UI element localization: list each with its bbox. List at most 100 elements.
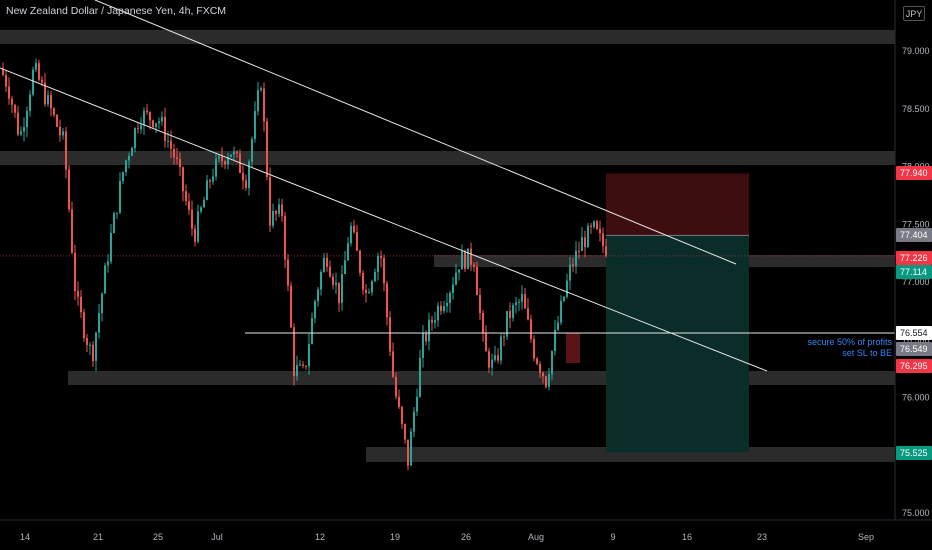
candle-body — [89, 344, 91, 346]
price-axis-label: 77.500 — [902, 219, 930, 229]
take-profit-box[interactable] — [606, 235, 749, 453]
candle-body — [584, 237, 586, 248]
price-tag-label: 77.114 — [900, 267, 927, 277]
currency-badge[interactable]: JPY — [903, 6, 925, 21]
candle-body — [545, 376, 547, 387]
candle-body — [77, 291, 79, 297]
candle-body — [308, 343, 310, 367]
candle-body — [113, 213, 115, 233]
candle-body — [560, 300, 562, 323]
candle-body — [500, 336, 502, 361]
candle-body — [101, 293, 103, 314]
candle-body — [416, 396, 418, 412]
candle-body — [155, 123, 157, 127]
candle-body — [434, 320, 436, 323]
candle-body — [128, 155, 130, 161]
candle-body — [167, 140, 169, 142]
candle-body — [527, 308, 529, 320]
candle-body — [215, 158, 217, 177]
candle-body — [452, 284, 454, 294]
candle-body — [119, 181, 121, 213]
candle-body — [11, 98, 13, 105]
candle-body — [83, 312, 85, 339]
candle-body — [548, 374, 550, 387]
candle-body — [533, 338, 535, 359]
candle-body — [455, 272, 457, 285]
candle-body — [587, 225, 589, 248]
price-tag — [896, 251, 932, 265]
candle-body — [446, 303, 448, 307]
candle-body — [419, 357, 421, 397]
candle-body — [443, 306, 445, 312]
position-boxes — [0, 173, 895, 453]
candle-body — [23, 127, 25, 132]
time-axis-label: 21 — [93, 532, 103, 542]
candle-body — [203, 199, 205, 208]
price-axis-label: 77.000 — [902, 277, 930, 287]
trend-line[interactable] — [0, 67, 768, 372]
candle-body — [479, 295, 481, 314]
trend-line[interactable] — [94, 0, 737, 265]
candle-body — [218, 156, 220, 159]
price-tag-label: 76.549 — [900, 344, 928, 354]
candle-body — [458, 269, 460, 273]
candle-body — [572, 264, 574, 267]
candle-body — [476, 266, 478, 296]
candle-body — [365, 289, 367, 293]
candle-body — [104, 265, 106, 294]
candle-body — [212, 176, 214, 182]
trend-lines[interactable] — [0, 0, 895, 372]
candle-body — [281, 204, 283, 217]
candle-body — [521, 294, 523, 302]
candle-body — [338, 282, 340, 303]
candle-body — [467, 248, 469, 269]
candle-body — [92, 344, 94, 361]
time-axis-label: Sep — [858, 532, 874, 542]
candle-body — [518, 301, 520, 303]
price-tag — [896, 166, 932, 180]
candle-body — [551, 351, 553, 375]
price-tag — [896, 265, 932, 279]
annotation-line-1: secure 50% of profits — [807, 337, 892, 347]
candle-body — [368, 292, 370, 294]
candle-body — [188, 201, 190, 210]
candle-body — [530, 319, 532, 339]
candle-body — [347, 243, 349, 261]
candle-body — [182, 167, 184, 192]
candle-body — [35, 63, 37, 70]
time-axis-label: Aug — [528, 532, 544, 542]
candle-body — [233, 151, 235, 155]
candle-body — [461, 251, 463, 270]
candle-body — [299, 364, 301, 366]
candle-body — [20, 131, 22, 135]
candle-body — [260, 88, 262, 91]
stop-loss-box[interactable] — [606, 173, 749, 236]
candle-body — [569, 264, 571, 281]
candle-body — [575, 250, 577, 267]
candle-body — [50, 94, 52, 109]
candle-body — [473, 264, 475, 267]
time-axis[interactable]: 14 21 25 Jul 12 19 26 Aug 9 16 23 Sep — [20, 532, 874, 542]
candle-body — [524, 294, 526, 309]
candle-body — [221, 156, 223, 162]
candle-body — [98, 313, 100, 333]
candle-body — [317, 289, 319, 302]
candle-body — [503, 336, 505, 338]
candle-body — [134, 128, 136, 149]
candle-body — [14, 104, 16, 113]
candle-body — [488, 351, 490, 368]
candle-body — [62, 131, 64, 136]
candle-body — [329, 266, 331, 277]
candle-body — [137, 128, 139, 130]
candle-body — [248, 161, 250, 188]
time-axis-label: 25 — [153, 532, 163, 542]
candle-body — [398, 396, 400, 407]
candle-body — [158, 121, 160, 124]
candle-body — [227, 156, 229, 165]
candle-body — [599, 228, 601, 234]
candle-body — [107, 261, 109, 266]
candle-body — [389, 317, 391, 352]
zone-band — [0, 151, 895, 165]
candle-body — [152, 120, 154, 127]
